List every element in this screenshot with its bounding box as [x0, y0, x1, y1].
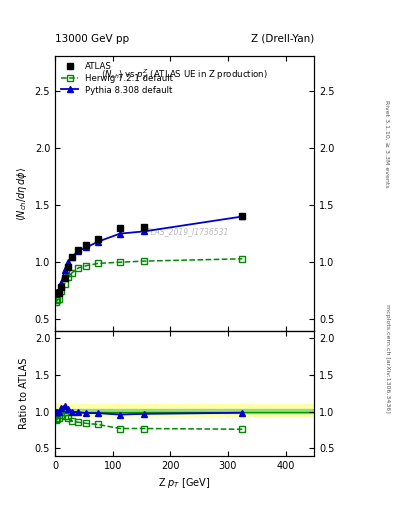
Herwig 7.2.1 default — [62, 281, 67, 287]
Text: 13000 GeV pp: 13000 GeV pp — [55, 33, 129, 44]
ATLAS — [95, 237, 100, 243]
Herwig 7.2.1 default — [59, 288, 64, 294]
ATLAS — [66, 264, 71, 270]
Line: Herwig 7.2.1 default: Herwig 7.2.1 default — [53, 255, 246, 305]
ATLAS — [118, 225, 122, 231]
Herwig 7.2.1 default — [66, 274, 71, 280]
Pythia 8.308 default — [62, 267, 67, 273]
ATLAS — [53, 289, 58, 295]
Herwig 7.2.1 default — [142, 258, 147, 264]
Pythia 8.308 default — [70, 253, 75, 260]
Text: Z (Drell-Yan): Z (Drell-Yan) — [251, 33, 314, 44]
Herwig 7.2.1 default — [118, 259, 122, 265]
Herwig 7.2.1 default — [55, 297, 60, 303]
Herwig 7.2.1 default — [240, 255, 245, 262]
Herwig 7.2.1 default — [57, 296, 61, 302]
Legend: ATLAS, Herwig 7.2.1 default, Pythia 8.308 default: ATLAS, Herwig 7.2.1 default, Pythia 8.30… — [59, 60, 175, 96]
Herwig 7.2.1 default — [70, 269, 75, 275]
ATLAS — [76, 247, 81, 253]
Herwig 7.2.1 default — [84, 263, 89, 269]
Text: ATLAS_2019_I1736531: ATLAS_2019_I1736531 — [141, 227, 228, 237]
Pythia 8.308 default — [142, 228, 147, 234]
Text: $\langle N_{ch}\rangle$ vs $p_T^Z$ (ATLAS UE in Z production): $\langle N_{ch}\rangle$ vs $p_T^Z$ (ATLA… — [101, 67, 268, 82]
Pythia 8.308 default — [53, 289, 58, 295]
Pythia 8.308 default — [118, 230, 122, 237]
ATLAS — [55, 289, 60, 295]
ATLAS — [240, 214, 245, 220]
Herwig 7.2.1 default — [53, 299, 58, 305]
Herwig 7.2.1 default — [95, 260, 100, 266]
ATLAS — [70, 253, 75, 260]
X-axis label: Z $p_T$ [GeV]: Z $p_T$ [GeV] — [158, 476, 211, 490]
Pythia 8.308 default — [95, 239, 100, 245]
Pythia 8.308 default — [66, 259, 71, 265]
Pythia 8.308 default — [55, 289, 60, 295]
Bar — [55, 404, 314, 416]
ATLAS — [57, 290, 61, 296]
Bar — [55, 409, 314, 413]
ATLAS — [84, 242, 89, 248]
Pythia 8.308 default — [240, 214, 245, 220]
Text: mcplots.cern.ch [arXiv:1306.3436]: mcplots.cern.ch [arXiv:1306.3436] — [385, 304, 389, 413]
Pythia 8.308 default — [59, 280, 64, 286]
ATLAS — [62, 275, 67, 281]
ATLAS — [142, 224, 147, 230]
Line: Pythia 8.308 default: Pythia 8.308 default — [53, 214, 246, 296]
Y-axis label: Ratio to ATLAS: Ratio to ATLAS — [19, 357, 29, 429]
ATLAS — [59, 284, 64, 290]
Herwig 7.2.1 default — [76, 265, 81, 271]
Text: Rivet 3.1.10, ≥ 3.3M events: Rivet 3.1.10, ≥ 3.3M events — [385, 99, 389, 187]
Y-axis label: $\langle N_{ch}/d\eta\, d\phi\rangle$: $\langle N_{ch}/d\eta\, d\phi\rangle$ — [15, 166, 29, 221]
Pythia 8.308 default — [84, 244, 89, 250]
Pythia 8.308 default — [57, 289, 61, 295]
Pythia 8.308 default — [76, 248, 81, 254]
Line: ATLAS: ATLAS — [53, 214, 246, 296]
